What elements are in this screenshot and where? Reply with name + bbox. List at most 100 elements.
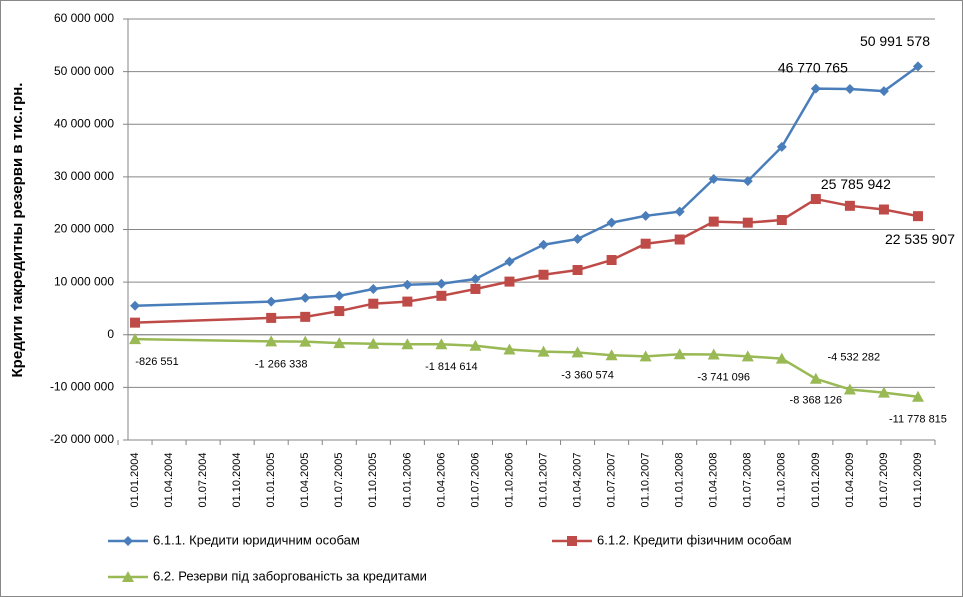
point bbox=[776, 215, 787, 226]
x-tick-label: 01.07.2004 bbox=[197, 452, 209, 507]
point bbox=[538, 269, 549, 280]
series-line bbox=[271, 340, 919, 398]
point bbox=[673, 348, 686, 360]
series-line bbox=[271, 197, 919, 320]
point bbox=[640, 210, 651, 221]
point bbox=[130, 317, 141, 328]
y-tick-label: -20 000 000 bbox=[50, 432, 114, 446]
y-tick-label: 20 000 000 bbox=[54, 222, 114, 236]
point bbox=[911, 390, 924, 402]
data-label: -8 368 126 bbox=[790, 395, 843, 407]
point bbox=[470, 283, 481, 294]
legend-label: 6.2. Резерви під заборгованість за креди… bbox=[153, 568, 427, 583]
point bbox=[912, 211, 923, 222]
point bbox=[708, 216, 719, 227]
series-line bbox=[271, 65, 919, 303]
x-tick-label: 01.10.2009 bbox=[912, 452, 924, 507]
point bbox=[708, 173, 719, 184]
x-tick-label: 01.04.2004 bbox=[163, 452, 175, 507]
y-tick-label: 30 000 000 bbox=[54, 169, 114, 183]
point bbox=[367, 337, 380, 349]
point bbox=[776, 141, 787, 152]
x-tick-label: 01.07.2005 bbox=[333, 452, 345, 507]
point bbox=[333, 337, 346, 349]
point bbox=[334, 306, 345, 317]
y-tick-label: 60 000 000 bbox=[54, 11, 114, 25]
point bbox=[606, 255, 617, 266]
x-tick-label: 01.10.2005 bbox=[367, 452, 379, 507]
data-label: -3 741 096 bbox=[697, 371, 750, 383]
point bbox=[470, 273, 481, 284]
point bbox=[129, 333, 142, 345]
point bbox=[810, 83, 821, 94]
point bbox=[368, 283, 379, 294]
point bbox=[605, 349, 618, 361]
point bbox=[368, 298, 379, 309]
y-tick-label: 40 000 000 bbox=[54, 116, 114, 130]
point bbox=[844, 200, 855, 211]
x-tick-label: 01.07.2006 bbox=[469, 452, 481, 507]
x-tick-label: 01.07.2009 bbox=[878, 452, 890, 507]
data-label: -3 360 574 bbox=[561, 369, 614, 381]
x-tick-label: 01.04.2006 bbox=[435, 452, 447, 507]
x-tick-label: 01.10.2008 bbox=[776, 452, 788, 507]
point bbox=[300, 311, 311, 322]
x-tick-label: 01.10.2004 bbox=[231, 452, 243, 507]
y-tick-label: 0 bbox=[107, 327, 114, 341]
point bbox=[503, 343, 516, 355]
x-tick-label: 01.04.2005 bbox=[299, 452, 311, 507]
data-label: 46 770 765 bbox=[778, 59, 848, 75]
data-label: -4 532 282 bbox=[828, 352, 881, 364]
x-tick-label: 01.01.2004 bbox=[129, 452, 141, 507]
x-tick-label: 01.07.2008 bbox=[742, 452, 754, 507]
point bbox=[775, 352, 788, 364]
point bbox=[266, 312, 277, 323]
point bbox=[640, 238, 651, 249]
point bbox=[707, 348, 720, 360]
x-tick-label: 01.04.2009 bbox=[844, 452, 856, 507]
legend-label: 6.1.2. Кредити фізичним особам bbox=[597, 532, 792, 547]
point bbox=[300, 292, 311, 303]
point bbox=[639, 350, 652, 362]
legend-label: 6.1.1. Кредити юридичним особам bbox=[153, 532, 360, 547]
point bbox=[504, 256, 515, 267]
point bbox=[266, 296, 277, 307]
data-label: -826 551 bbox=[135, 356, 178, 368]
data-label: -11 778 815 bbox=[889, 414, 947, 426]
legend-marker bbox=[567, 536, 577, 546]
point bbox=[469, 339, 482, 351]
gap-connector bbox=[134, 337, 272, 343]
point bbox=[606, 217, 617, 228]
point bbox=[571, 346, 584, 358]
gap-connector bbox=[134, 300, 272, 308]
point bbox=[334, 290, 345, 301]
x-tick-label: 01.01.2006 bbox=[401, 452, 413, 507]
point bbox=[674, 234, 685, 245]
point bbox=[401, 338, 414, 350]
point bbox=[572, 233, 583, 244]
x-tick-label: 01.01.2007 bbox=[537, 452, 549, 507]
point bbox=[741, 350, 754, 362]
y-tick-label: 50 000 000 bbox=[54, 64, 114, 78]
gap-connector bbox=[134, 316, 272, 324]
point bbox=[435, 338, 448, 350]
point bbox=[299, 335, 312, 347]
point bbox=[402, 296, 413, 307]
legend-marker bbox=[122, 571, 134, 582]
point bbox=[742, 217, 753, 228]
point bbox=[843, 383, 856, 395]
x-tick-label: 01.07.2007 bbox=[606, 452, 618, 507]
point bbox=[130, 300, 141, 311]
point bbox=[878, 86, 889, 97]
point bbox=[436, 278, 447, 289]
data-label: -1 266 338 bbox=[255, 358, 308, 370]
x-tick-label: 01.10.2006 bbox=[503, 452, 515, 507]
legend-marker bbox=[123, 536, 133, 546]
y-tick-label: 10 000 000 bbox=[54, 274, 114, 288]
y-tick-label: -10 000 000 bbox=[50, 380, 114, 394]
x-tick-label: 01.04.2008 bbox=[708, 452, 720, 507]
x-tick-label: 01.01.2005 bbox=[265, 452, 277, 507]
x-tick-label: 01.01.2009 bbox=[810, 452, 822, 507]
